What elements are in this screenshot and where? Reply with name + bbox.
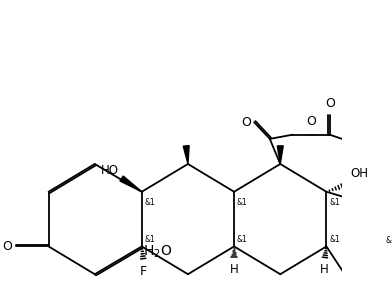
Text: &1: &1	[237, 198, 248, 207]
Text: &1: &1	[237, 235, 248, 244]
Text: &1: &1	[386, 236, 392, 245]
Text: OH: OH	[351, 167, 369, 180]
Text: HO: HO	[101, 164, 119, 177]
Text: O: O	[307, 115, 317, 128]
Text: O: O	[241, 116, 250, 129]
Text: O: O	[2, 240, 12, 253]
Text: &1: &1	[329, 198, 340, 207]
Text: H$_2$O: H$_2$O	[143, 244, 172, 260]
Text: &1: &1	[329, 235, 340, 244]
Text: F: F	[140, 265, 147, 278]
Text: O: O	[325, 97, 335, 110]
Text: H: H	[230, 263, 238, 276]
Polygon shape	[183, 146, 189, 164]
Text: H: H	[320, 263, 329, 276]
Text: &1: &1	[145, 198, 155, 207]
Polygon shape	[120, 176, 142, 192]
Polygon shape	[277, 146, 283, 164]
Text: &1: &1	[145, 235, 155, 244]
